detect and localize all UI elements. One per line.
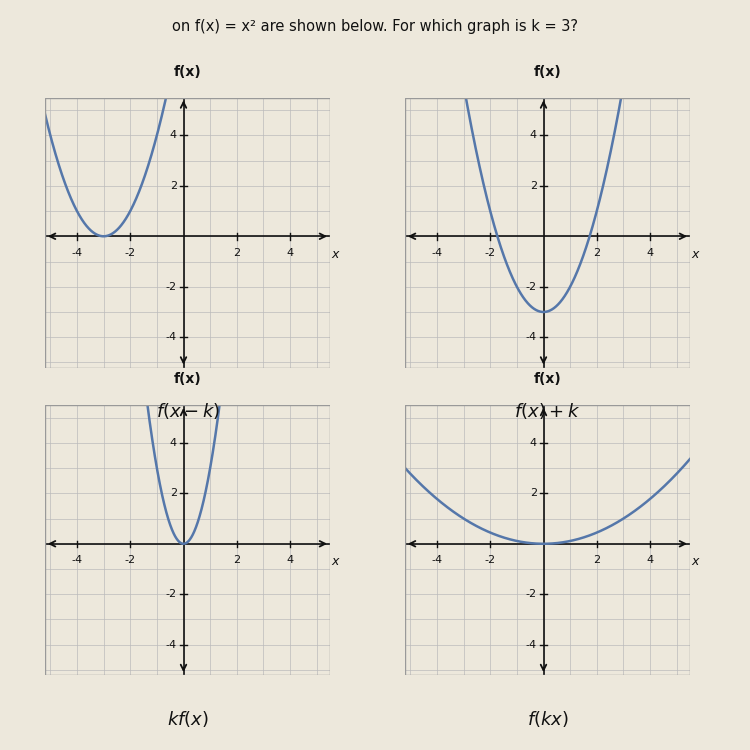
Text: $f(x)+k$: $f(x)+k$	[514, 401, 580, 422]
Text: 2: 2	[233, 555, 240, 566]
Text: -2: -2	[124, 555, 136, 566]
Text: 4: 4	[170, 438, 177, 448]
Text: 4: 4	[286, 248, 293, 258]
Text: -2: -2	[124, 248, 136, 258]
Text: -2: -2	[526, 590, 537, 599]
Text: f(x): f(x)	[534, 372, 561, 386]
Text: x: x	[692, 555, 699, 568]
Text: on f(x) = x² are shown below. For which graph is k = 3?: on f(x) = x² are shown below. For which …	[172, 19, 578, 34]
Text: 2: 2	[593, 248, 600, 258]
Text: f(x): f(x)	[534, 64, 561, 79]
Text: 2: 2	[233, 248, 240, 258]
Text: -2: -2	[484, 248, 496, 258]
Text: $f(kx)$: $f(kx)$	[526, 709, 568, 729]
Text: 2: 2	[530, 488, 537, 498]
Text: x: x	[692, 248, 699, 261]
Text: -4: -4	[166, 640, 177, 650]
Text: 4: 4	[530, 438, 537, 448]
Text: 4: 4	[530, 130, 537, 140]
Text: -4: -4	[166, 332, 177, 342]
Text: -2: -2	[166, 282, 177, 292]
Text: 2: 2	[530, 181, 537, 190]
Text: -4: -4	[526, 332, 537, 342]
Text: x: x	[332, 555, 339, 568]
Text: -4: -4	[71, 248, 82, 258]
Text: 4: 4	[646, 248, 653, 258]
Text: -2: -2	[166, 590, 177, 599]
Text: 4: 4	[286, 555, 293, 566]
Text: 2: 2	[170, 488, 177, 498]
Text: 4: 4	[170, 130, 177, 140]
Text: f(x): f(x)	[173, 372, 201, 386]
Text: -4: -4	[526, 640, 537, 650]
Text: -2: -2	[526, 282, 537, 292]
Text: -2: -2	[484, 555, 496, 566]
Text: $f(x-k)$: $f(x-k)$	[155, 401, 220, 422]
Text: 4: 4	[646, 555, 653, 566]
Text: 2: 2	[593, 555, 600, 566]
Text: -4: -4	[71, 555, 82, 566]
Text: -4: -4	[431, 555, 442, 566]
Text: f(x): f(x)	[173, 64, 201, 79]
Text: -4: -4	[431, 248, 442, 258]
Text: x: x	[332, 248, 339, 261]
Text: $kf(x)$: $kf(x)$	[166, 709, 208, 729]
Text: 2: 2	[170, 181, 177, 190]
